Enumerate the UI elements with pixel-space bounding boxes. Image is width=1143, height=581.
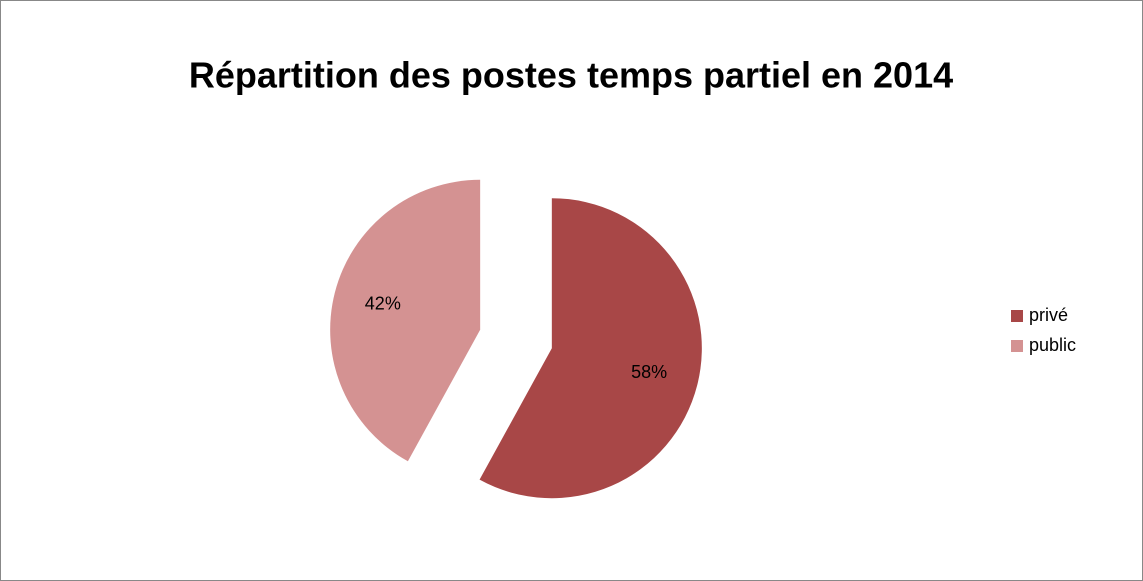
data-label: 58% xyxy=(631,362,667,382)
data-label: 42% xyxy=(365,294,401,314)
legend-swatch xyxy=(1011,310,1023,322)
chart-title: Répartition des postes temps partiel en … xyxy=(189,55,953,96)
pie-slice xyxy=(330,179,481,462)
legend-label: public xyxy=(1029,335,1076,355)
legend-label: privé xyxy=(1029,305,1068,325)
legend-swatch xyxy=(1011,340,1023,352)
pie-slice xyxy=(479,198,702,499)
